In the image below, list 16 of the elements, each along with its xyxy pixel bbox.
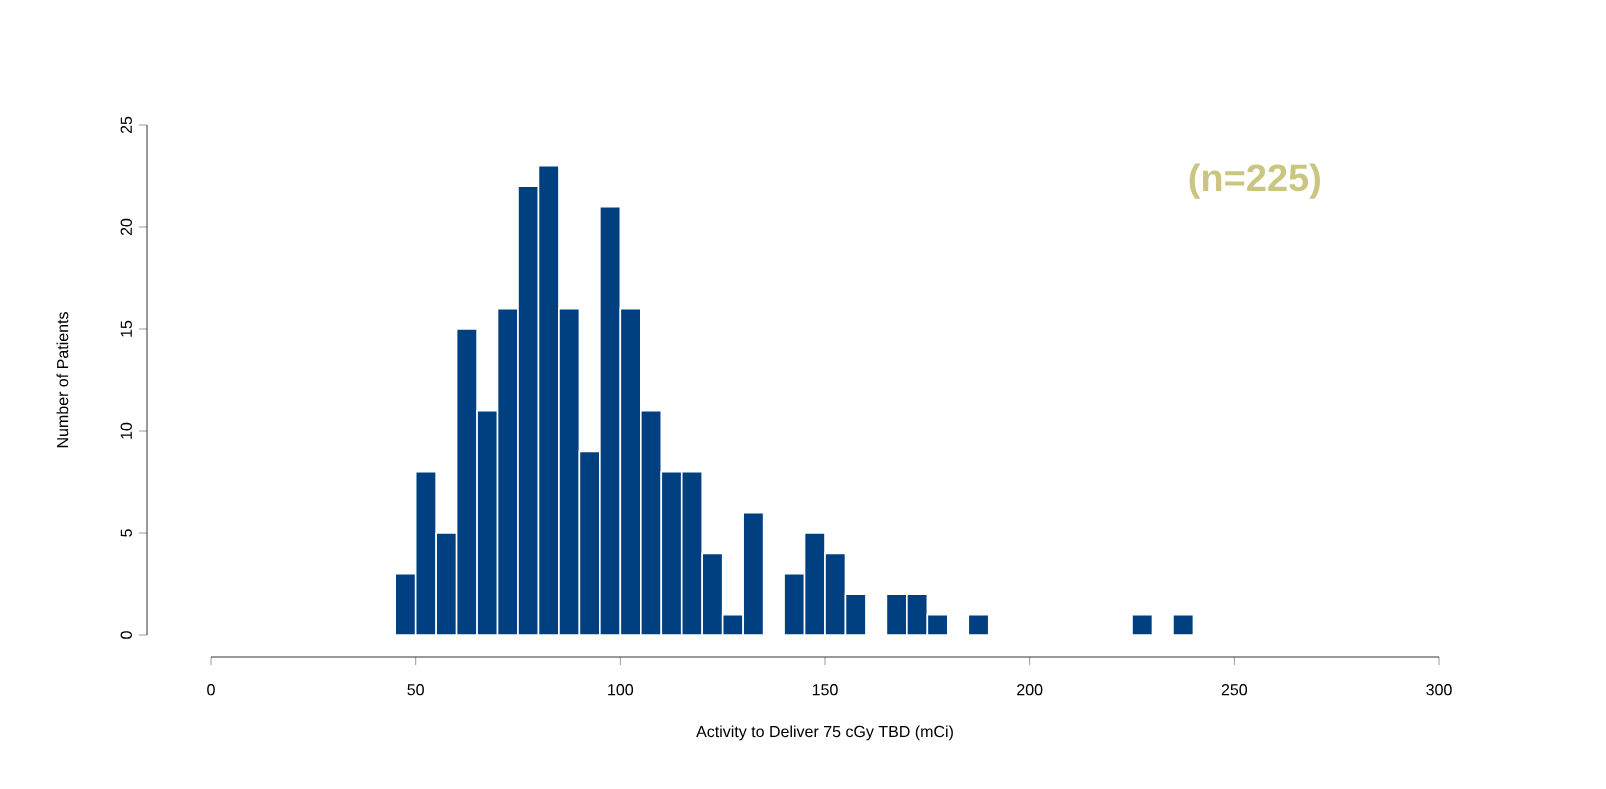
x-tick-label: 0 (207, 684, 215, 696)
x-axis-title: Activity to Deliver 75 cGy TBD (mCi) (696, 725, 953, 741)
x-tick-label: 300 (1426, 684, 1452, 696)
x-tick-label: 100 (608, 684, 634, 696)
y-tick-label: 5 (120, 529, 132, 537)
x-tick-label: 250 (1221, 684, 1248, 696)
annotation: (n=225) (1189, 163, 1320, 199)
y-tick-label: 15 (120, 320, 132, 337)
x-tick-label: 200 (1017, 684, 1043, 696)
y-tick-label: 25 (120, 116, 132, 134)
y-tick-label: 0 (120, 631, 132, 639)
y-tick-label: 20 (120, 218, 132, 236)
y-axis-title: Number of Patients (56, 312, 69, 448)
y-tick-label: 10 (120, 422, 132, 439)
x-tick-label: 150 (812, 684, 838, 696)
x-tick-label: 50 (407, 684, 424, 696)
